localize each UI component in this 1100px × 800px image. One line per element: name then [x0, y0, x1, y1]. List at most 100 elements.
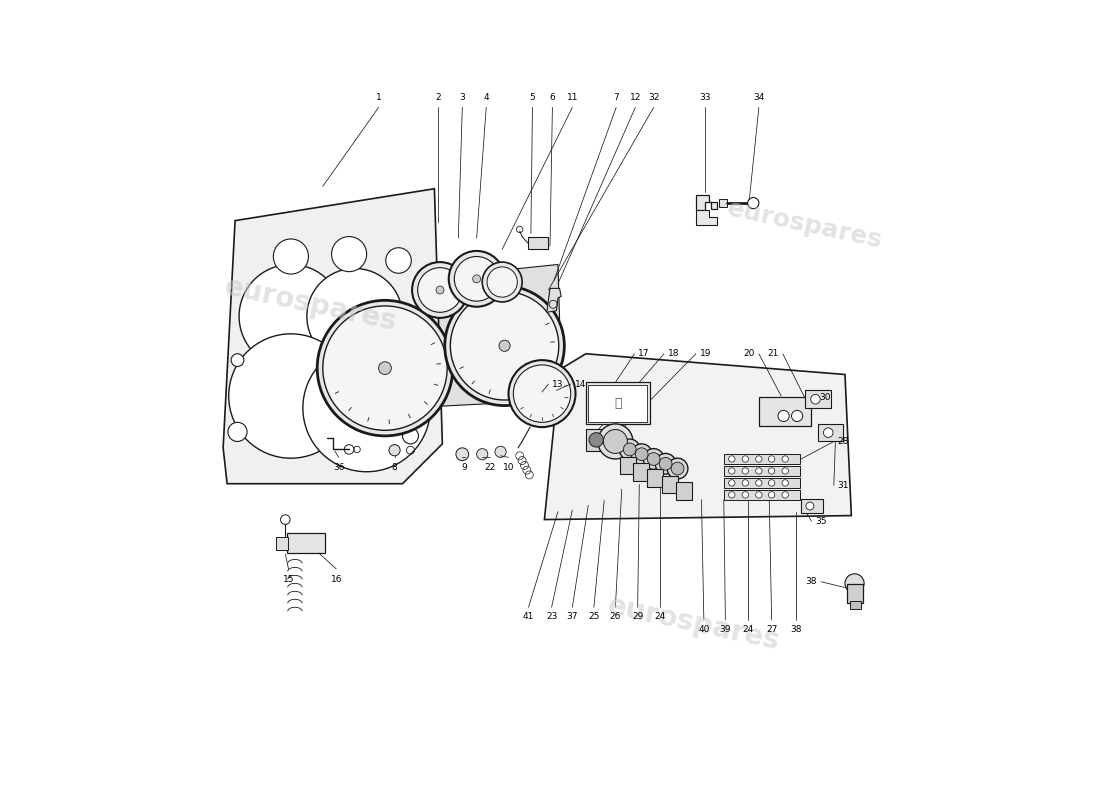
Circle shape [450, 291, 559, 400]
Text: 18: 18 [668, 350, 680, 358]
Circle shape [229, 334, 353, 458]
Text: eurospares: eurospares [605, 591, 782, 655]
Text: 14: 14 [574, 379, 586, 389]
Circle shape [811, 394, 821, 404]
Text: 6: 6 [550, 93, 556, 102]
Polygon shape [544, 354, 851, 519]
Circle shape [412, 262, 468, 318]
Text: 27: 27 [766, 625, 778, 634]
Circle shape [769, 480, 774, 486]
Circle shape [239, 265, 343, 368]
Text: 1: 1 [376, 93, 382, 102]
Text: 21: 21 [768, 350, 779, 358]
Circle shape [756, 456, 762, 462]
Circle shape [748, 198, 759, 209]
Text: 13: 13 [552, 379, 563, 389]
Circle shape [389, 445, 400, 456]
Circle shape [604, 430, 627, 454]
Text: 16: 16 [331, 575, 342, 584]
Circle shape [824, 428, 833, 438]
Circle shape [624, 443, 636, 456]
Circle shape [482, 262, 522, 302]
Circle shape [436, 286, 444, 294]
Circle shape [444, 286, 564, 406]
Text: 7: 7 [614, 93, 619, 102]
Circle shape [742, 480, 748, 486]
Text: 36: 36 [333, 463, 344, 472]
Circle shape [274, 239, 308, 274]
Text: eurospares: eurospares [725, 197, 886, 253]
Text: 8: 8 [392, 463, 397, 472]
Bar [850, 601, 861, 609]
Text: 2: 2 [436, 93, 441, 102]
Circle shape [656, 454, 676, 474]
Text: 39: 39 [719, 625, 732, 634]
Text: 22: 22 [485, 463, 496, 472]
Text: 30: 30 [820, 393, 830, 402]
Circle shape [454, 257, 499, 301]
Bar [801, 499, 824, 514]
Bar [632, 463, 649, 481]
Circle shape [782, 456, 789, 462]
Circle shape [636, 448, 648, 461]
Circle shape [769, 456, 774, 462]
Bar [588, 385, 647, 422]
Text: 38: 38 [790, 625, 801, 634]
Text: 31: 31 [837, 481, 849, 490]
Circle shape [728, 456, 735, 462]
Text: 12: 12 [629, 93, 641, 102]
Circle shape [742, 456, 748, 462]
Circle shape [782, 468, 789, 474]
Text: 𝔉: 𝔉 [614, 397, 622, 410]
Polygon shape [696, 195, 717, 210]
Text: 24: 24 [654, 612, 666, 622]
Circle shape [403, 428, 418, 444]
Text: 32: 32 [648, 93, 659, 102]
Text: 40: 40 [698, 625, 710, 634]
Text: 37: 37 [566, 612, 579, 622]
Circle shape [495, 446, 506, 458]
Circle shape [231, 354, 244, 366]
Circle shape [487, 267, 517, 297]
Circle shape [508, 360, 575, 427]
Circle shape [659, 458, 672, 470]
Bar [528, 237, 548, 249]
Circle shape [418, 268, 462, 312]
Circle shape [228, 422, 248, 442]
Circle shape [644, 449, 664, 470]
Circle shape [499, 340, 510, 351]
Circle shape [728, 492, 735, 498]
Circle shape [769, 468, 774, 474]
Bar [818, 424, 844, 442]
Polygon shape [547, 288, 561, 312]
Text: 38: 38 [805, 578, 817, 586]
Text: 20: 20 [744, 350, 755, 358]
Circle shape [756, 480, 762, 486]
Text: 34: 34 [754, 93, 764, 102]
Text: 5: 5 [529, 93, 536, 102]
Circle shape [668, 458, 688, 479]
Circle shape [792, 410, 803, 422]
Bar [805, 390, 830, 408]
Circle shape [590, 433, 604, 447]
Text: 17: 17 [638, 350, 650, 358]
Circle shape [476, 449, 487, 460]
Bar [586, 382, 650, 424]
Circle shape [728, 480, 735, 486]
Bar [724, 466, 800, 476]
Text: 9: 9 [462, 463, 468, 472]
Circle shape [778, 410, 789, 422]
Bar [647, 470, 663, 487]
Text: 33: 33 [700, 93, 712, 102]
Text: 24: 24 [742, 625, 754, 634]
Circle shape [769, 492, 774, 498]
Circle shape [742, 468, 748, 474]
Circle shape [449, 251, 505, 306]
Bar [586, 429, 606, 451]
Circle shape [756, 468, 762, 474]
Text: 35: 35 [815, 517, 827, 526]
Circle shape [782, 480, 789, 486]
Text: 26: 26 [609, 612, 622, 622]
Text: 25: 25 [588, 612, 600, 622]
Circle shape [728, 468, 735, 474]
